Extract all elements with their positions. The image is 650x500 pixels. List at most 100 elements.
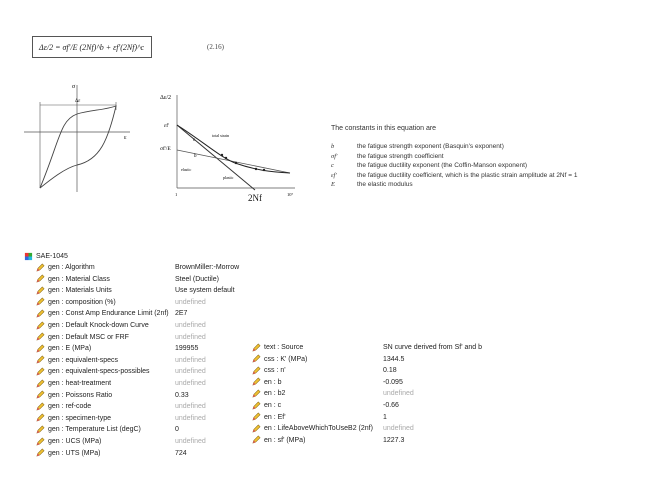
pencil-icon bbox=[36, 274, 45, 283]
pencil-icon bbox=[252, 435, 261, 444]
constant-symbol: c bbox=[331, 162, 334, 169]
property-row[interactable]: gen : specimen-type undefined bbox=[36, 413, 206, 424]
x-start-label: 1 bbox=[175, 192, 177, 197]
property-value: BrownMiller:-Morrow bbox=[175, 264, 240, 271]
property-row[interactable]: gen : equivalent-specs-possibles undefine… bbox=[36, 366, 206, 377]
property-label: gen : E (MPa) bbox=[48, 345, 92, 353]
range-label: Δε bbox=[75, 99, 80, 104]
constant-item: b the fatigue strength exponent (Basquin'… bbox=[331, 143, 504, 150]
property-value: 1344.5 bbox=[383, 355, 405, 363]
property-row[interactable]: css : n' 0.18 bbox=[252, 365, 397, 376]
x-label: 2Nf bbox=[248, 193, 262, 203]
property-value: undefined bbox=[175, 438, 206, 445]
constant-desc: the fatigue ductility exponent (the Coff… bbox=[357, 162, 528, 169]
property-value: -0.66 bbox=[383, 402, 399, 409]
property-value: undefined bbox=[383, 390, 414, 398]
equation-formula: Δε/2 = σf'/E (2Nf)^b + εf'(2Nf)^c bbox=[39, 42, 145, 52]
constant-symbol: εf' bbox=[331, 171, 337, 179]
property-row[interactable]: en : b2 undefined bbox=[252, 388, 414, 399]
property-row[interactable]: gen : heat-treatment undefined bbox=[36, 378, 206, 389]
property-row[interactable]: gen : E (MPa) 199955 bbox=[36, 343, 198, 354]
property-row[interactable]: gen : UTS (MPa) 724 bbox=[36, 448, 187, 459]
property-row[interactable]: gen : ref-code undefined bbox=[36, 401, 206, 412]
property-row[interactable]: gen : Poissons Ratio 0.33 bbox=[36, 390, 189, 401]
property-label: css : K' (MPa) bbox=[264, 355, 308, 363]
material-node[interactable]: SAE-1045 bbox=[24, 251, 68, 262]
constant-item: c the fatigue ductility exponent (the Cof… bbox=[331, 162, 527, 169]
property-row[interactable]: en : LifeAboveWhichToUseB2 (2nf) undefine… bbox=[252, 423, 414, 434]
property-label: gen : Materials Units bbox=[48, 287, 112, 295]
property-value: 199955 bbox=[175, 345, 199, 353]
property-label: en : b2 bbox=[264, 390, 286, 398]
property-row[interactable]: gen : composition (%) undefined bbox=[36, 297, 206, 308]
property-value: SN curve derived from Sf' and b bbox=[383, 344, 482, 351]
property-row[interactable]: css : K' (MPa) 1344.5 bbox=[252, 354, 404, 365]
property-label: gen : equivalent-specs bbox=[48, 356, 119, 364]
property-value: undefined bbox=[175, 333, 206, 341]
constant-desc: the fatigue ductility coefficient, which… bbox=[357, 171, 578, 179]
property-row[interactable]: text : Source SN curve derived from Sf' a… bbox=[252, 342, 482, 353]
constant-desc: the fatigue strength exponent (Basquin's… bbox=[357, 143, 504, 150]
pencil-icon bbox=[36, 286, 45, 295]
property-label: gen : UTS (MPa) bbox=[48, 449, 101, 457]
constant-desc: the elastic modulus bbox=[357, 181, 413, 188]
property-row[interactable]: gen : Const Amp Endurance Limit (2nf) 2E7 bbox=[36, 308, 187, 319]
sf-label: σf'/E bbox=[160, 145, 171, 152]
pencil-icon bbox=[36, 344, 45, 353]
property-row[interactable]: gen : Materials Units Use system default bbox=[36, 285, 235, 296]
property-label: text : Source bbox=[264, 344, 304, 351]
property-label: css : n' bbox=[264, 367, 286, 375]
pencil-icon bbox=[36, 332, 45, 341]
property-row[interactable]: gen : equivalent-specs undefined bbox=[36, 355, 206, 366]
property-row[interactable]: en : c -0.66 bbox=[252, 400, 399, 411]
property-label: gen : Material Class bbox=[48, 275, 110, 283]
property-value: undefined bbox=[175, 414, 206, 422]
constants-intro: The constants in this equation are bbox=[331, 125, 437, 132]
property-label: gen : equivalent-specs-possibles bbox=[48, 368, 150, 376]
equation-number: (2.16) bbox=[207, 43, 224, 51]
property-value: undefined bbox=[383, 425, 414, 433]
property-row[interactable]: gen : UCS (MPa) undefined bbox=[36, 436, 206, 447]
property-label: gen : composition (%) bbox=[48, 298, 116, 306]
property-label: gen : Poissons Ratio bbox=[48, 391, 113, 399]
property-row[interactable]: en : b -0.095 bbox=[252, 377, 403, 388]
pencil-icon bbox=[36, 297, 45, 306]
property-label: en : c bbox=[264, 402, 282, 409]
pencil-icon bbox=[36, 413, 45, 422]
ef-label: εf' bbox=[164, 122, 169, 129]
property-label: gen : heat-treatment bbox=[48, 380, 112, 387]
property-label: en : sf' (MPa) bbox=[264, 436, 306, 444]
constant-item: σf' the fatigue strength coefficient bbox=[331, 153, 444, 160]
plastic-label: plastic bbox=[223, 175, 234, 180]
b-label: b bbox=[194, 154, 197, 159]
pencil-icon bbox=[36, 355, 45, 364]
x-end-label: 10⁷ bbox=[287, 192, 294, 197]
property-row[interactable]: gen : Algorithm BrownMiller:-Morrow bbox=[36, 262, 239, 273]
property-label: en : Ef' bbox=[264, 413, 286, 421]
property-value: Use system default bbox=[175, 287, 235, 295]
property-value: undefined bbox=[175, 403, 206, 411]
property-value: -0.095 bbox=[383, 378, 403, 386]
property-value: 0.33 bbox=[175, 391, 189, 399]
property-row[interactable]: gen : Default MSC or FRF undefined bbox=[36, 332, 206, 343]
material-name: SAE-1045 bbox=[36, 253, 68, 260]
property-row[interactable]: gen : Material Class Steel (Ductile) bbox=[36, 274, 219, 285]
hysteresis-loop-diagram: σ Δε ε bbox=[24, 84, 130, 192]
elastic-line bbox=[176, 149, 291, 174]
plastic-line bbox=[176, 124, 256, 191]
property-row[interactable]: en : sf' (MPa) 1227.3 bbox=[252, 435, 404, 446]
total-strain-label: total strain bbox=[212, 133, 229, 138]
property-value: 1227.3 bbox=[383, 436, 405, 444]
pencil-icon bbox=[252, 424, 261, 433]
epsilon-label: ε bbox=[124, 135, 127, 141]
property-label: gen : UCS (MPa) bbox=[48, 438, 102, 445]
property-label: gen : Const Amp Endurance Limit (2nf) bbox=[48, 310, 169, 318]
property-row[interactable]: en : Ef' 1 bbox=[252, 412, 387, 423]
property-label: gen : specimen-type bbox=[48, 414, 112, 422]
property-row[interactable]: gen : Default Knock-down Curve undefined bbox=[36, 320, 206, 331]
property-label: en : b bbox=[264, 378, 282, 386]
property-label: en : LifeAboveWhichToUseB2 (2nf) bbox=[264, 425, 373, 433]
property-row[interactable]: gen : Temperature List (degC) 0 bbox=[36, 424, 179, 435]
y-label: Δε/2 bbox=[160, 95, 171, 101]
